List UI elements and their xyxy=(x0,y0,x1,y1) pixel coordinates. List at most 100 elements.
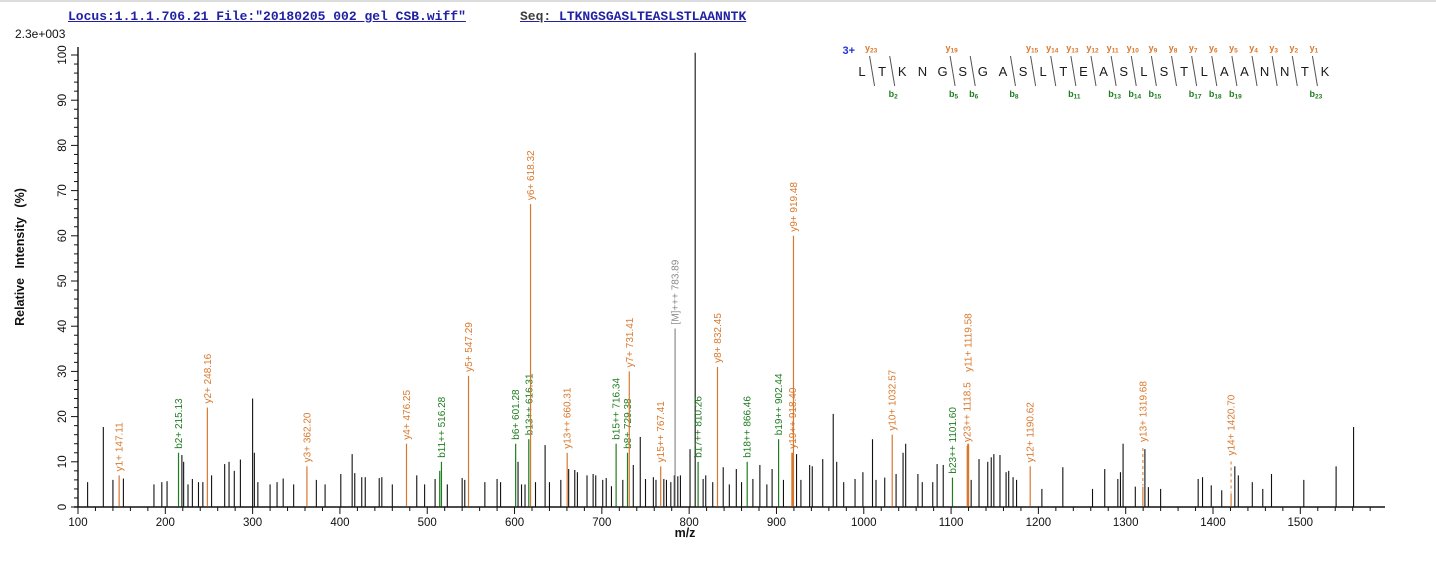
y-ion-marker: y5 xyxy=(1229,43,1238,55)
y-tick-label: 90 xyxy=(57,94,69,107)
residue-letter: G xyxy=(937,64,947,79)
residue-letter: L xyxy=(1040,64,1047,79)
y-ion-marker: y14 xyxy=(1046,43,1059,55)
residue-letter: T xyxy=(1301,64,1309,79)
y-tick-label: 60 xyxy=(57,229,69,242)
b-ion-marker: b5 xyxy=(949,89,959,101)
x-tick-label: 1100 xyxy=(939,517,964,529)
peak-label: b2+ 215.13 xyxy=(174,398,185,449)
x-tick-label: 200 xyxy=(156,517,175,529)
x-tick-label: 600 xyxy=(505,517,524,529)
cleavage-slash xyxy=(869,55,876,87)
cleavage-slash xyxy=(1130,55,1137,87)
cleavage-slash xyxy=(1009,55,1016,87)
y-tick-label: 0 xyxy=(57,504,69,510)
peak-label: y7+ 731.41 xyxy=(625,317,636,367)
b-ion-marker: b2 xyxy=(889,89,899,101)
cleavage-slash xyxy=(949,55,956,87)
residue-letter: A xyxy=(1240,64,1249,79)
residue-letter: S xyxy=(1019,64,1028,79)
residue-letter: T xyxy=(1059,64,1067,79)
b-ion-marker: b14 xyxy=(1128,89,1141,101)
b-ion-marker: b23 xyxy=(1310,89,1323,101)
residue-letter: L xyxy=(1140,64,1147,79)
peak-label: y13+ 1319.68 xyxy=(1138,381,1149,442)
residue-letter: N xyxy=(918,64,927,79)
peak-label: y5+ 547.29 xyxy=(464,322,475,372)
cleavage-slash xyxy=(1291,55,1298,87)
b-ion-marker: b11 xyxy=(1068,89,1081,101)
peak-label: b19++ 902.44 xyxy=(774,373,785,435)
b-ion-marker: b8 xyxy=(1009,89,1019,101)
x-tick-label: 1200 xyxy=(1026,517,1052,529)
peak-label: b23++ 1101.60 xyxy=(948,407,959,474)
peak-label: b11++ 516.28 xyxy=(437,396,448,457)
x-tick-label: 400 xyxy=(330,517,349,529)
peak-label: y2+ 248.16 xyxy=(203,353,214,403)
x-tick-label: 1400 xyxy=(1200,517,1226,529)
report-header: Locus:1.1.1.706.21 File:"20180205_002_ge… xyxy=(0,9,746,69)
residue-letter: S xyxy=(958,64,967,79)
peak-label: b17++ 810.26 xyxy=(694,396,705,458)
x-tick-label: 1000 xyxy=(851,517,877,529)
residue-letter: L xyxy=(858,64,865,79)
y-ion-marker: y3 xyxy=(1269,43,1278,55)
y-ion-marker: y1 xyxy=(1310,43,1319,55)
y-ion-marker: y9 xyxy=(1149,43,1158,55)
residue-letter: A xyxy=(1220,64,1229,79)
peak-label: y10+ 1032.57 xyxy=(888,369,899,430)
x-tick-label: 1300 xyxy=(1113,517,1139,529)
b-ion-marker: b6 xyxy=(969,89,979,101)
y-ion-marker: y10 xyxy=(1127,43,1140,55)
cleavage-slash xyxy=(889,55,896,87)
b-ion-marker: b18 xyxy=(1209,89,1222,101)
residue-letter: A xyxy=(1099,64,1108,79)
cleavage-slash xyxy=(1311,55,1318,87)
y-ion-marker: y13 xyxy=(1066,43,1079,55)
x-tick-label: 100 xyxy=(68,517,87,529)
y-ion-marker: y15 xyxy=(1026,43,1039,55)
b-ion-marker: b19 xyxy=(1229,89,1242,101)
peak-label: b8+ 729.38 xyxy=(623,398,634,449)
peak-label: y15++ 767.41 xyxy=(656,401,667,463)
cleavage-slash xyxy=(969,55,976,87)
y-tick-label: 80 xyxy=(57,139,69,152)
cleavage-slash xyxy=(1171,55,1178,87)
peak-label: y13++ 660.31 xyxy=(563,387,574,449)
y-ion-marker: y7 xyxy=(1189,43,1198,55)
b-ion-marker: b15 xyxy=(1149,89,1162,101)
b-ion-marker: b17 xyxy=(1189,89,1202,101)
cleavage-slash xyxy=(1271,55,1278,87)
residue-letter: L xyxy=(1201,64,1208,79)
cleavage-slash xyxy=(1110,55,1117,87)
y-tick-label: 70 xyxy=(57,184,69,197)
residue-letter: S xyxy=(1160,64,1169,79)
residue-letter: E xyxy=(1079,64,1088,79)
b-ion-marker: b13 xyxy=(1108,89,1121,101)
y-ion-marker: y6 xyxy=(1209,43,1218,55)
residue-letter: G xyxy=(978,64,988,79)
intensity-scale-note: 2.3e+003 xyxy=(15,27,66,41)
peak-label: y4+ 476.25 xyxy=(402,390,413,440)
residue-letter: A xyxy=(999,64,1008,79)
x-tick-label: 900 xyxy=(767,517,786,529)
precursor-charge-state: 3+ xyxy=(842,45,855,57)
cleavage-slash xyxy=(1090,55,1097,87)
residue-letter: K xyxy=(898,64,907,79)
y-tick-label: 50 xyxy=(57,275,69,288)
y-tick-label: 100 xyxy=(57,45,69,64)
x-tick-label: 800 xyxy=(680,517,699,529)
y-ion-marker: y2 xyxy=(1289,43,1298,55)
peak-label: y14+ 1420.70 xyxy=(1227,394,1238,455)
seq-label: Seq: xyxy=(520,9,560,24)
x-tick-label: 1500 xyxy=(1288,517,1314,529)
peak-label: y23++ 1118.5 xyxy=(963,382,974,442)
y-ion-marker: y4 xyxy=(1249,43,1258,55)
y-tick-label: 40 xyxy=(57,320,69,333)
peak-label: y6+ 618.32 xyxy=(526,150,537,200)
residue-letter: N xyxy=(1260,64,1269,79)
y-tick-label: 30 xyxy=(57,365,69,378)
y-ion-marker: y8 xyxy=(1169,43,1178,55)
